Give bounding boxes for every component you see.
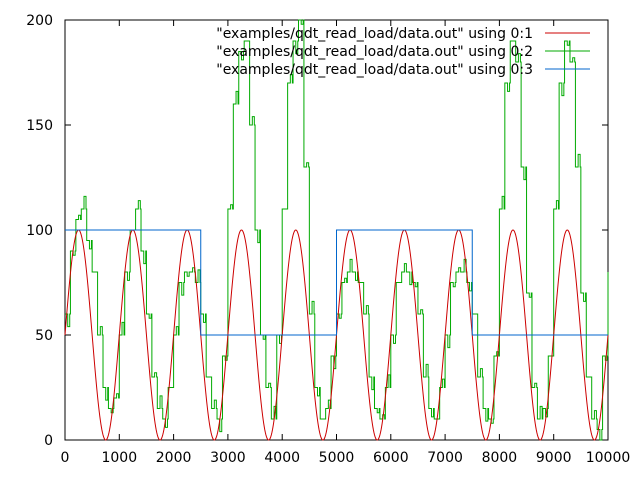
x-tick-label: 0 (61, 450, 70, 466)
y-tick-label: 0 (44, 433, 53, 449)
series-line-2 (65, 19, 609, 441)
y-tick-label: 200 (26, 13, 53, 29)
x-tick-label: 1000 (101, 450, 137, 466)
x-tick-label: 9000 (536, 450, 572, 466)
x-tick-label: 8000 (482, 450, 518, 466)
y-tick-label: 100 (26, 223, 53, 239)
series-layer (64, 19, 609, 441)
x-tick-label: 5000 (319, 450, 355, 466)
x-tick-label: 2000 (156, 450, 192, 466)
series-line-3 (65, 229, 608, 336)
legend: "examples/qdt_read_load/data.out" using … (216, 26, 590, 78)
legend-label-3: "examples/qdt_read_load/data.out" using … (216, 62, 533, 78)
legend-label-1: "examples/qdt_read_load/data.out" using … (216, 26, 533, 42)
x-tick-label: 7000 (427, 450, 463, 466)
y-tick-label: 50 (35, 328, 53, 344)
x-axis: 0 1000 2000 3000 4000 5000 6000 7000 8000 9000 100… (61, 20, 631, 466)
legend-label-2: "examples/qdt_read_load/data.out" using … (216, 44, 533, 60)
x-tick-label: 10000 (586, 450, 631, 466)
x-tick-label: 4000 (264, 450, 300, 466)
y-tick-label: 150 (26, 118, 53, 134)
x-tick-label: 6000 (373, 450, 409, 466)
y-axis: 0 50 100 150 200 (26, 13, 608, 449)
x-tick-label: 3000 (210, 450, 246, 466)
